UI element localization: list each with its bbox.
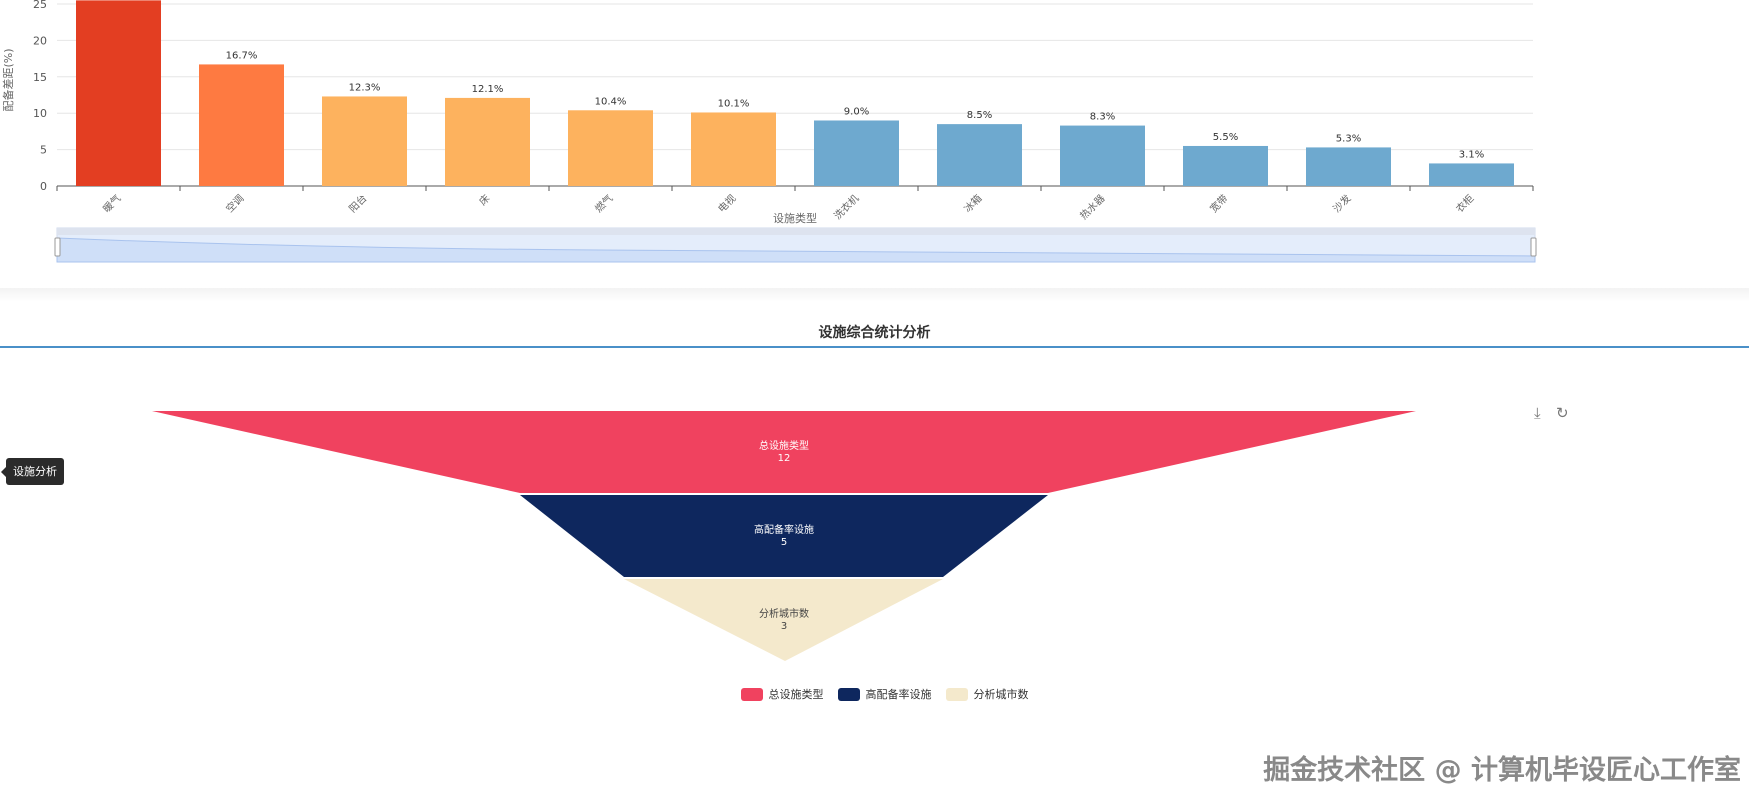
funnel-label: 高配备率设施: [754, 523, 814, 536]
funnel-value: 3: [781, 621, 787, 632]
funnel-title: 设施综合统计分析: [818, 325, 931, 341]
x-tick-label: 燃气: [592, 192, 615, 215]
funnel-label: 分析城市数: [759, 607, 809, 620]
legend-item[interactable]: 分析城市数: [945, 686, 1029, 702]
data-label: 5.5%: [1213, 132, 1238, 143]
y-tick-label: 25: [33, 0, 47, 11]
x-tick-label: 床: [476, 192, 492, 208]
download-icon[interactable]: ⤓: [1534, 404, 1541, 422]
x-tick-label: 电视: [715, 192, 738, 215]
legend-swatch: [740, 687, 763, 701]
bar: [937, 124, 1022, 186]
bar: [76, 0, 161, 186]
data-label: 8.5%: [967, 110, 992, 121]
x-tick-label: 宽带: [1207, 192, 1230, 215]
bar: [445, 97, 530, 186]
data-label: 10.1%: [718, 98, 750, 109]
x-tick-label: 热水器: [1077, 192, 1107, 222]
y-tick-label: 10: [33, 107, 47, 120]
datazoom-handle-right[interactable]: [1530, 237, 1537, 257]
funnel-segment: [624, 579, 943, 661]
bar: [568, 110, 653, 186]
bar: [1183, 145, 1268, 186]
x-tick-label: 暖气: [100, 192, 123, 215]
x-axis-title: 设施类型: [773, 211, 817, 225]
y-tick-label: 15: [33, 71, 47, 84]
legend-label: 总设施类型: [768, 688, 824, 701]
bar: [199, 64, 284, 186]
legend-item[interactable]: 总设施类型: [740, 686, 824, 702]
legend: 总设施类型 高配备率设施 分析城市数: [0, 686, 1749, 702]
data-label: 16.7%: [226, 50, 258, 61]
data-label: 12.3%: [349, 82, 381, 93]
bar: [1060, 125, 1145, 186]
y-tick-label: 20: [33, 34, 47, 47]
bar: [322, 96, 407, 186]
legend-swatch: [837, 687, 860, 701]
datazoom-shadow: [56, 237, 1536, 263]
section-divider: [0, 288, 1749, 302]
funnel-segment: [520, 495, 1048, 577]
datazoom-bar: [57, 228, 1535, 235]
x-tick-label: 洗衣机: [831, 192, 861, 222]
funnel-value: 5: [781, 537, 787, 548]
x-tick-label: 沙发: [1330, 192, 1353, 215]
funnel-value: 12: [778, 453, 791, 464]
bar: [691, 112, 776, 186]
x-tick-label: 阳台: [346, 192, 369, 215]
bar: [1429, 163, 1514, 186]
watermark: 掘金技术社区 @ 计算机毕设匠心工作室: [1263, 755, 1741, 786]
data-label: 10.4%: [595, 96, 627, 107]
datazoom-handle-left[interactable]: [54, 237, 61, 257]
y-tick-label: 0: [40, 180, 47, 193]
funnel-label: 总设施类型: [759, 439, 809, 452]
legend-swatch: [945, 687, 968, 701]
bar: [814, 120, 899, 186]
y-tick-label: 5: [40, 144, 47, 157]
bar: [1306, 147, 1391, 186]
funnel-segment: [152, 411, 1416, 493]
legend-item[interactable]: 高配备率设施: [837, 686, 932, 702]
legend-label: 高配备率设施: [865, 688, 932, 701]
x-tick-label: 冰箱: [961, 192, 984, 215]
data-label: 3.1%: [1459, 149, 1484, 160]
data-label: 9.0%: [844, 106, 869, 117]
data-label: 8.3%: [1090, 112, 1115, 123]
tooltip: 设施分析: [1, 458, 64, 485]
bar-chart: 0 5 10 15 20 25 暖气 16.7% 空调 12.3% 阳台 12.1% 床 10.4% 燃气 1…: [1, 0, 1537, 263]
x-tick-label: 空调: [223, 192, 246, 215]
title-underline: [0, 346, 1749, 348]
legend-label: 分析城市数: [973, 688, 1029, 701]
x-tick-label: 衣柜: [1453, 192, 1476, 215]
y-axis-title: 配备差距(%): [1, 48, 15, 111]
refresh-icon[interactable]: ↻: [1556, 404, 1569, 422]
data-label: 5.3%: [1336, 133, 1361, 144]
data-label: 12.1%: [472, 84, 504, 95]
